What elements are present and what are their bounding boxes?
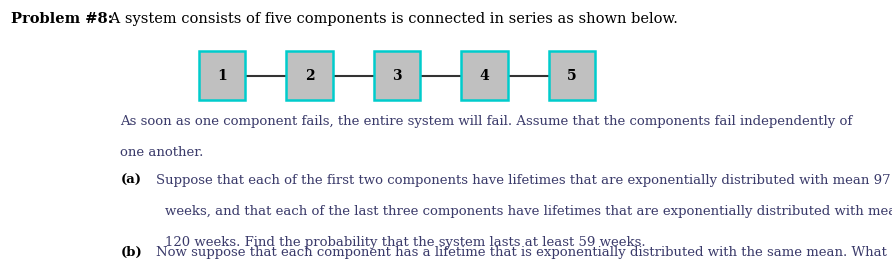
Text: 120 weeks. Find the probability that the system lasts at least 59 weeks.: 120 weeks. Find the probability that the… [165, 236, 646, 249]
Text: 3: 3 [392, 69, 401, 83]
Text: one another.: one another. [120, 146, 203, 159]
Text: 2: 2 [305, 69, 314, 83]
Text: As soon as one component fails, the entire system will fail. Assume that the com: As soon as one component fails, the enti… [120, 115, 853, 128]
Text: A system consists of five components is connected in series as shown below.: A system consists of five components is … [105, 12, 678, 26]
Text: (b): (b) [120, 246, 142, 259]
Text: Now suppose that each component has a lifetime that is exponentially distributed: Now suppose that each component has a li… [156, 246, 887, 259]
Text: 1: 1 [218, 69, 227, 83]
Text: weeks, and that each of the last three components have lifetimes that are expone: weeks, and that each of the last three c… [165, 205, 892, 218]
Text: Suppose that each of the first two components have lifetimes that are exponentia: Suppose that each of the first two compo… [156, 174, 891, 187]
Text: 4: 4 [480, 69, 489, 83]
Text: Problem #8:: Problem #8: [11, 12, 112, 26]
Text: 5: 5 [567, 69, 576, 83]
Text: (a): (a) [120, 174, 142, 187]
